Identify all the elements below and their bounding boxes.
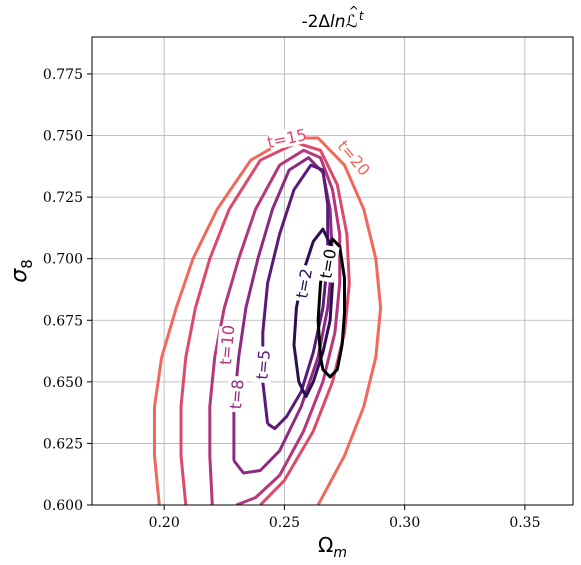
contour-label: t=8 (226, 379, 248, 410)
x-tick-label: 0.20 (149, 515, 180, 531)
axis-ticks: 0.20 0.25 0.30 0.35 0.600 0.625 0.650 0.675 0.70… (43, 67, 541, 531)
contour-label: t=2 (292, 267, 316, 300)
contour-label-mask (267, 125, 307, 151)
chart-title: -2Δlnℒ^t (301, 4, 364, 32)
x-axis-label: Ωm (318, 533, 347, 561)
contour-label-mask (335, 138, 373, 178)
contour-label: t=5 (252, 349, 274, 380)
y-tick-label: 0.725 (43, 190, 83, 206)
y-tick-label: 0.750 (43, 129, 83, 145)
contour-lines (153, 136, 383, 505)
contour-labels: t=20t=15t=10t=8t=5t=2t=0 (216, 125, 374, 413)
contour-label-mask (216, 326, 238, 364)
y-tick-label: 0.700 (43, 252, 83, 268)
contour-label: t=10 (216, 324, 238, 366)
x-tick-label: 0.35 (509, 515, 540, 531)
x-tick-label: 0.25 (269, 515, 300, 531)
y-tick-label: 0.625 (43, 436, 83, 452)
contour-t-0 (316, 237, 346, 379)
plot-frame (91, 36, 574, 506)
y-tick-label: 0.650 (43, 375, 83, 391)
y-tick-label: 0.675 (43, 313, 83, 329)
contour-label-mask (291, 264, 316, 303)
contour-label-mask (315, 244, 340, 283)
contour-t-15 (179, 141, 351, 505)
contour-label-mask (225, 375, 247, 413)
contour-label: t=15 (265, 125, 308, 152)
contour-t-10 (208, 148, 342, 505)
contour-label: t=0 (316, 247, 340, 280)
y-tick-label: 0.775 (43, 67, 83, 83)
x-tick-label: 0.30 (389, 515, 420, 531)
y-axis-label: σ8 (7, 259, 36, 283)
contour-t-5 (261, 163, 330, 431)
y-tick-label: 0.600 (43, 498, 83, 514)
contour-label-mask (252, 345, 274, 384)
